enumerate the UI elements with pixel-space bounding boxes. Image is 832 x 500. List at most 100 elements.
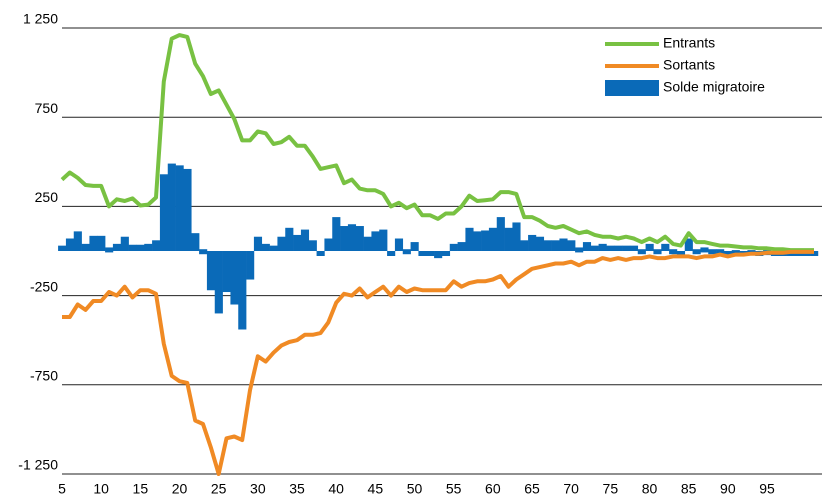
x-tick-label: 75 xyxy=(603,481,619,497)
bar xyxy=(590,245,599,251)
x-tick-label: 45 xyxy=(368,481,384,497)
x-tick-label: 35 xyxy=(289,481,305,497)
x-tick-label: 90 xyxy=(720,481,736,497)
bar xyxy=(457,242,466,251)
bar xyxy=(661,243,670,251)
bar xyxy=(105,247,114,253)
bar xyxy=(136,244,145,251)
bar xyxy=(246,251,255,280)
bar xyxy=(167,163,176,251)
bar xyxy=(347,224,357,251)
bar xyxy=(65,238,75,251)
bar xyxy=(191,233,200,251)
x-tick-label: 60 xyxy=(485,481,501,497)
x-tick-label: 20 xyxy=(172,481,188,497)
bar xyxy=(535,236,545,251)
bar xyxy=(183,168,192,251)
legend-swatch xyxy=(605,80,659,96)
bar xyxy=(293,234,302,251)
bar xyxy=(120,236,129,251)
bar xyxy=(199,249,208,255)
x-tick-label: 70 xyxy=(563,481,579,497)
bar xyxy=(481,230,490,251)
y-tick-label: -750 xyxy=(30,368,58,384)
bar xyxy=(340,226,349,251)
bar xyxy=(97,235,106,251)
bar xyxy=(316,251,325,256)
legend-label: Solde migratoire xyxy=(663,79,765,95)
y-tick-label: 1 250 xyxy=(23,11,58,27)
x-tick-label: 25 xyxy=(211,481,227,497)
bar xyxy=(230,251,239,305)
bar xyxy=(622,245,631,251)
bar xyxy=(629,245,639,251)
bar xyxy=(222,251,231,293)
line xyxy=(60,33,814,253)
bar xyxy=(810,251,819,256)
bar xyxy=(504,227,513,251)
y-tick-label: 750 xyxy=(35,100,59,116)
bar xyxy=(669,249,678,255)
bar xyxy=(89,235,98,251)
line xyxy=(62,249,814,476)
bar xyxy=(582,242,592,251)
bar xyxy=(520,240,529,251)
bar xyxy=(449,243,458,251)
bar xyxy=(716,249,725,255)
bar xyxy=(159,174,169,251)
bar xyxy=(637,249,646,255)
bar xyxy=(308,240,317,251)
x-tick-label: 80 xyxy=(642,481,658,497)
bar xyxy=(285,227,294,251)
bar xyxy=(528,234,537,251)
bar xyxy=(676,251,686,256)
x-tick-label: 10 xyxy=(93,481,109,497)
bar xyxy=(269,245,278,251)
bar xyxy=(300,229,310,251)
bar xyxy=(112,243,122,251)
x-tick-label: 40 xyxy=(328,481,344,497)
bar xyxy=(238,251,247,330)
bar xyxy=(73,231,82,251)
bar xyxy=(473,231,482,251)
bar xyxy=(559,238,568,251)
bar xyxy=(144,243,153,251)
bar xyxy=(614,245,623,251)
bar xyxy=(645,243,654,251)
bar xyxy=(567,240,576,251)
x-tick-label: 15 xyxy=(133,481,149,497)
bar xyxy=(152,240,161,251)
bar xyxy=(441,251,451,256)
y-tick-label: -250 xyxy=(30,278,58,294)
y-tick-label: 250 xyxy=(35,189,59,205)
bar xyxy=(692,249,701,255)
bar xyxy=(488,227,498,251)
bar xyxy=(363,236,372,251)
bar xyxy=(371,231,380,251)
bar xyxy=(426,251,435,256)
bar xyxy=(708,249,717,255)
x-tick-label: 95 xyxy=(759,481,775,497)
bar xyxy=(175,165,184,251)
bar xyxy=(543,240,552,251)
bar xyxy=(355,226,364,251)
bar xyxy=(206,251,216,291)
bar xyxy=(684,238,693,251)
bar xyxy=(434,251,443,259)
bar xyxy=(575,247,584,253)
y-tick-label: -1 250 xyxy=(18,457,58,473)
legend-label: Entrants xyxy=(663,35,715,51)
x-tick-label: 5 xyxy=(58,481,66,497)
x-tick-label: 55 xyxy=(446,481,462,497)
bar xyxy=(332,217,341,251)
bar xyxy=(598,243,607,251)
bar xyxy=(512,222,521,251)
bar xyxy=(496,217,505,251)
bar xyxy=(253,236,263,251)
bar xyxy=(277,236,286,251)
bar xyxy=(606,245,615,251)
x-tick-label: 85 xyxy=(681,481,697,497)
bar xyxy=(418,251,427,256)
legend-label: Sortants xyxy=(663,57,715,73)
